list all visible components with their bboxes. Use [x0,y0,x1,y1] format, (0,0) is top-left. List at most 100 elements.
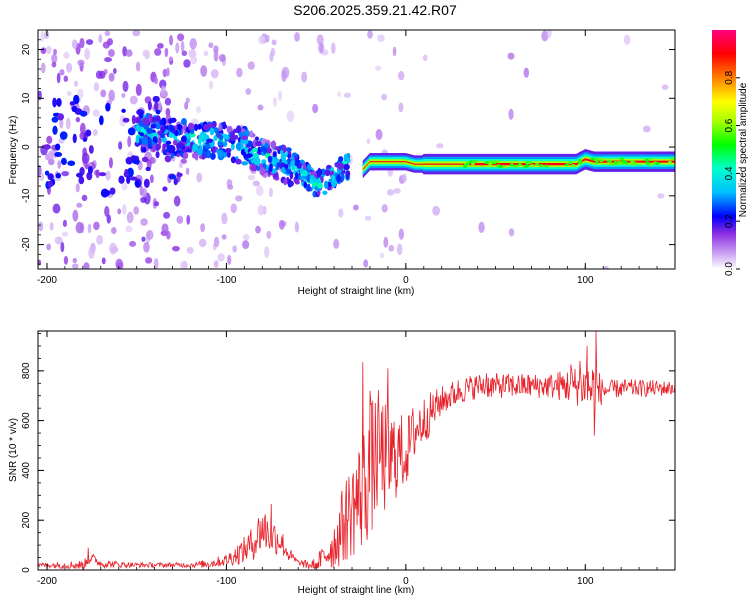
spectrogram-noise-blob [95,70,103,79]
spectrogram-left-blob [131,114,136,125]
spectrogram-ridge-blob [230,156,236,164]
spectrogram-band-speckle [565,163,570,167]
spectrogram-noise-blob [75,116,81,123]
spectrogram-band-speckle [648,162,653,166]
spectrogram-y-tick-label: 10 [21,92,32,104]
spectrogram-ridge-blob [256,165,261,172]
spectrogram-noise-blob [39,172,45,182]
spectrogram-noise-blob [135,61,141,72]
spectrogram-noise-blob [230,203,237,214]
spectrogram-noise-blob [602,265,609,269]
spectrogram-noise-blob [164,47,169,58]
colorbar-gradient [712,30,736,269]
spectrogram-ridge-blob [330,178,337,187]
spectrogram-noise-blob [255,185,264,196]
spectrogram-noise-blob [95,169,100,179]
spectrogram-left-blob [141,156,149,163]
spectrogram-ridge-blob [158,136,162,146]
spectrogram-left-blob [109,187,116,195]
spectrogram-ridge-blob [159,119,164,126]
spectrogram-band-speckle [502,165,507,169]
spectrogram-noise-blob [60,241,65,253]
spectrogram-noise-blob [75,183,80,193]
spectrogram-ridge-blob [152,144,156,153]
spectrogram-noise-blob [117,208,122,215]
spectrogram-noise-blob [79,122,86,135]
spectrogram-noise-blob [62,219,68,228]
spectrogram-noise-blob [105,170,111,181]
spectrogram-noise-blob [59,69,65,76]
spectrogram-ridge-blob [283,178,288,186]
spectrogram-noise-blob [146,229,154,240]
spectrogram-band-speckle [568,161,573,165]
spectrogram-noise-blob [118,141,123,150]
snr-y-ticks: 0 200 400 600 800 [21,333,675,573]
spectrogram-noise-blob [93,82,100,92]
spectrogram-left-blob [162,186,168,192]
spectrogram-noise-blob [213,260,219,268]
spectrogram-ridge-blob [250,163,257,172]
spectrogram-x-tick-label: -100 [216,275,236,286]
spectrogram-left-blob [99,115,104,126]
spectrogram-ridge-blob [338,156,344,163]
spectrogram-noise-blob [278,219,285,230]
spectrogram-ridge-blob [340,172,345,182]
spectrogram-noise-blob [38,90,42,101]
spectrogram-noise-blob [121,92,126,98]
spectrogram-left-blob [55,143,61,151]
spectrogram-band-speckle [525,161,530,165]
spectrogram-noise-blob [189,38,197,50]
spectrogram-noise-blob [166,67,170,77]
spectrogram-left-blob [54,151,63,158]
spectrogram-noise-blob [163,211,171,219]
spectrogram-noise-blob [108,49,115,58]
spectrogram-band-speckle [670,157,675,161]
spectrogram-noise-blob [381,204,388,213]
spectrogram-band-speckle [484,161,489,165]
spectrogram-band-speckle [509,163,514,167]
spectrogram-ridge-blob [182,152,189,160]
colorbar-tick-label: 0.2 [724,214,735,228]
snr-panel: -200 -100 0 100 0 200 400 600 800 Height of str… [8,330,676,596]
spectrogram-noise-blob [258,35,266,45]
spectrogram-noise-blob [227,184,234,190]
spectrogram-noise-blob [508,228,515,237]
spectrogram-ridge-blob [191,152,199,159]
spectrogram-ridge-blob [345,173,350,180]
spectrogram-noise-blob [73,80,78,87]
spectrogram-noise-blob [66,62,73,73]
spectrogram-left-blob [125,157,133,165]
spectrogram-band-speckle [606,159,611,163]
spectrogram-left-blob [59,131,68,140]
spectrogram-ridge-blob [142,146,147,153]
spectrogram-noise-blob [127,135,132,148]
spectrogram-ridge-blob [217,140,223,147]
spectrogram-noise-blob [76,202,83,208]
spectrogram-left-blob [51,116,59,123]
spectrogram-noise-blob [432,205,441,216]
spectrogram-y-tick-label: 20 [21,44,32,56]
spectrogram-noise-blob [140,218,148,226]
colorbar: 0.0 0.2 0.4 0.6 0.8 Normalized spectral ampl… [712,30,749,276]
spectrogram-ridge-blob [291,166,296,171]
spectrogram-noise-blob [218,54,226,62]
spectrogram-noise-blob [183,59,191,68]
spectrogram-noise-blob [312,103,319,114]
spectrogram-frame [37,29,676,270]
spectrogram-noise-blob [149,174,154,184]
spectrogram-noise-blob [294,31,300,42]
spectrogram-noise-blob [71,39,78,49]
spectrogram-ridge-blob [328,178,333,183]
spectrogram-noise-blob [71,263,79,269]
spectrogram-noise-blob [286,110,295,123]
spectrogram-ridge-blob [222,134,229,139]
spectrogram-band-speckle [494,159,499,163]
spectrogram-left-blob [143,178,150,188]
spectrogram-left-blob [60,157,67,166]
spectrogram-ridge-blob [148,113,153,121]
spectrogram-noise-blob [157,43,164,49]
spectrogram-ridge-blob [159,133,166,139]
spectrogram-noise-blob [363,259,369,268]
spectrogram-noise-blob [186,214,191,225]
